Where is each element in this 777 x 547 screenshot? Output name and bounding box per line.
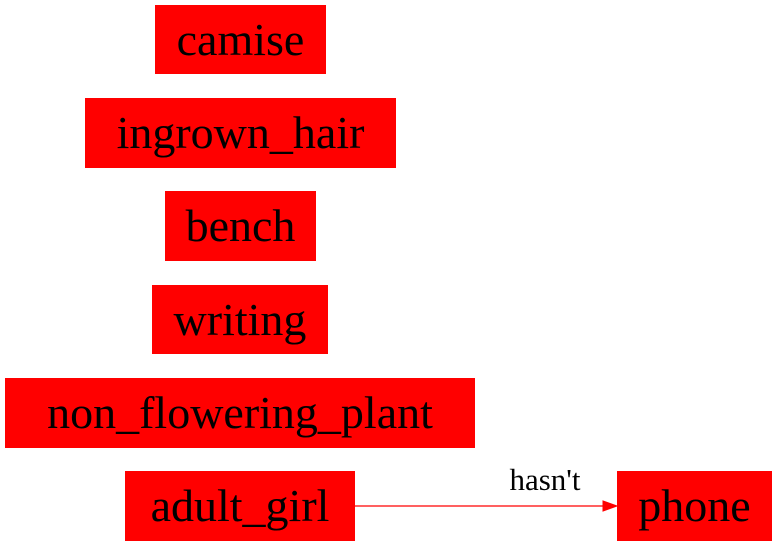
edge-label-hasnt: hasn't [509, 462, 581, 497]
edge-arrowhead-icon [602, 500, 619, 512]
node-adult-girl: adult_girl [125, 471, 355, 541]
node-writing: writing [152, 285, 328, 354]
node-non-flowering-plant: non_flowering_plant [5, 378, 475, 448]
node-camise: camise [155, 5, 326, 74]
node-bench: bench [165, 191, 316, 261]
node-ingrown-hair: ingrown_hair [85, 98, 396, 168]
node-phone: phone [617, 471, 772, 541]
